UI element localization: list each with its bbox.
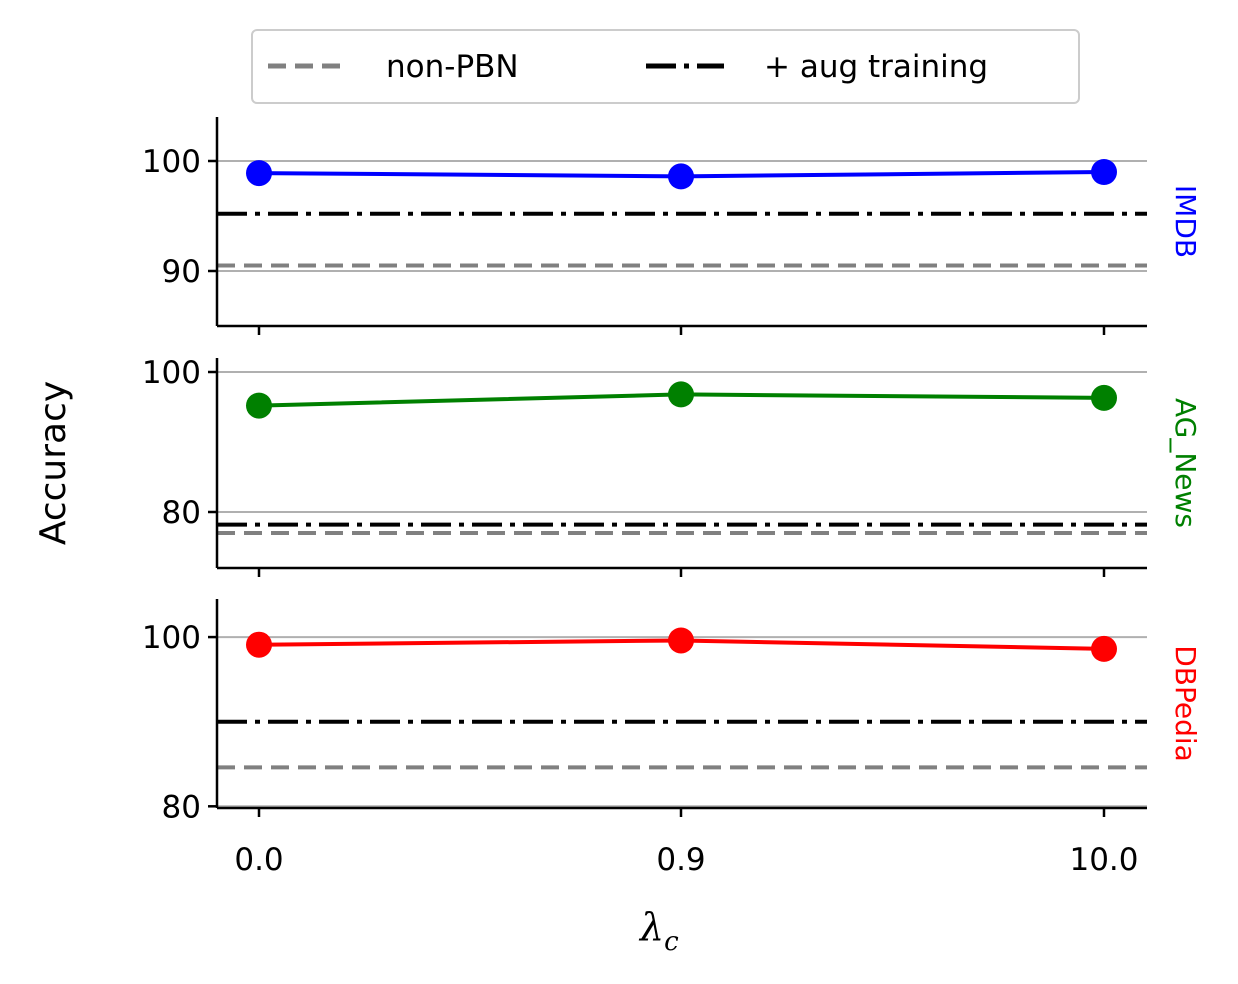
- panel-dbpedia: 80 100 DBPedia: [142, 599, 1202, 825]
- legend-label-non-pbn: non-PBN: [386, 49, 519, 85]
- y-tick-label: 90: [162, 254, 201, 290]
- panel-label-imdb: IMDB: [1169, 185, 1202, 258]
- data-point: [1091, 159, 1117, 185]
- x-tick-label: 0.0: [234, 842, 283, 878]
- data-point: [1091, 384, 1117, 411]
- data-point: [246, 631, 272, 658]
- y-tick-label: 100: [142, 620, 201, 656]
- data-point: [246, 160, 272, 187]
- data-point: [668, 627, 694, 654]
- panel-label-ag_news: AG_News: [1169, 398, 1202, 528]
- data-point: [1091, 635, 1117, 662]
- y-axis-title: Accuracy: [33, 381, 74, 545]
- y-tick-label: 80: [162, 789, 201, 825]
- x-axis-title: λc: [638, 905, 679, 957]
- legend: non-PBN + aug training: [251, 29, 1080, 104]
- x-tick-label: 10.0: [1069, 842, 1138, 878]
- panel-imdb: 90 100 IMDB: [142, 117, 1202, 335]
- x-axis-title-main: λ: [638, 905, 664, 949]
- panel-label-dbpedia: DBPedia: [1169, 645, 1202, 762]
- y-tick-label: 100: [142, 355, 201, 391]
- x-tick-labels: 0.0 0.9 10.0: [234, 842, 1138, 878]
- x-axis-title-sub: c: [664, 927, 679, 957]
- panel-ag_news: 80 100 AG_News: [142, 355, 1202, 577]
- data-point: [246, 392, 272, 419]
- y-tick-label: 80: [162, 495, 201, 531]
- data-point: [668, 163, 694, 190]
- data-point: [668, 381, 694, 408]
- panels: 90 100 IMDB 80 100 AG_News 80 100 DBPedia: [142, 117, 1202, 825]
- legend-label-aug-training: + aug training: [764, 49, 988, 85]
- x-tick-label: 0.9: [656, 842, 705, 878]
- y-tick-label: 100: [142, 144, 201, 180]
